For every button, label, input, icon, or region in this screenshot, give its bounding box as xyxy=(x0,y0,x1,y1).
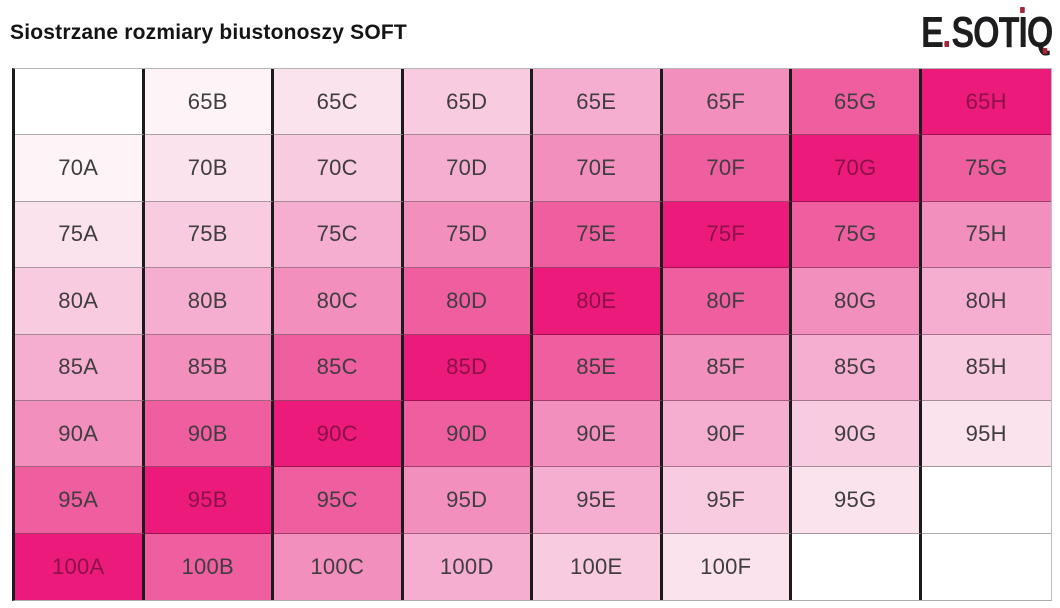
cell-100E: 100E xyxy=(533,533,663,600)
size-table: 65B 65C 65D 65E 65F 65G 65H 70A 70B 70C 70D 70E 70F 7… xyxy=(12,68,1052,601)
cell-empty xyxy=(15,69,145,136)
cell-85H: 85H xyxy=(921,334,1051,401)
cell-90C: 90C xyxy=(274,400,404,468)
cell-80C: 80C xyxy=(274,268,404,335)
cell-100C: 100C xyxy=(274,533,404,600)
cell-65B: 65B xyxy=(144,69,274,136)
cell-100A: 100A xyxy=(15,533,145,600)
cell-empty xyxy=(921,533,1051,600)
cell-75G: 75G xyxy=(792,201,922,269)
logo-letter-e: E xyxy=(920,8,944,57)
cell-80D: 80D xyxy=(403,268,533,335)
cell-65E: 65E xyxy=(533,69,663,136)
logo-letter-q: Q xyxy=(1026,8,1053,57)
cell-75C: 75C xyxy=(274,201,404,269)
cell-70C: 70C xyxy=(274,135,404,202)
logo-letter-i-text: I xyxy=(1018,8,1028,57)
cell-70F: 70F xyxy=(662,135,792,202)
cell-65G: 65G xyxy=(792,69,922,136)
cell-70B: 70B xyxy=(144,135,274,202)
cell-95G: 95G xyxy=(792,467,922,534)
cell-70D: 70D xyxy=(403,135,533,202)
cell-empty xyxy=(921,467,1051,534)
cell-95E: 95E xyxy=(533,467,663,534)
cell-75B: 75B xyxy=(144,201,274,269)
cell-85D: 85D xyxy=(403,334,533,401)
cell-90G: 90G xyxy=(792,400,922,468)
cell-70G: 70G xyxy=(792,135,922,202)
cell-75H: 75H xyxy=(921,201,1051,269)
cell-70A: 70A xyxy=(15,135,145,202)
cell-85A: 85A xyxy=(15,334,145,401)
cell-90F: 90F xyxy=(662,400,792,468)
cell-85F: 85F xyxy=(662,334,792,401)
cell-80E: 80E xyxy=(533,268,663,335)
cell-80F: 80F xyxy=(662,268,792,335)
cell-90E: 90E xyxy=(533,400,663,468)
logo-letter-q-text: Q xyxy=(1026,8,1053,57)
cell-90A: 90A xyxy=(15,400,145,468)
cell-100F: 100F xyxy=(662,533,792,600)
cell-75A: 75A xyxy=(15,201,145,269)
cell-75F: 75F xyxy=(662,201,792,269)
cell-75E: 75E xyxy=(533,201,663,269)
cell-65D: 65D xyxy=(403,69,533,136)
logo-letter-i: I xyxy=(1018,7,1028,57)
cell-empty xyxy=(792,533,922,600)
cell-85B: 85B xyxy=(144,334,274,401)
cell-95A: 95A xyxy=(15,467,145,534)
cell-95B: 95B xyxy=(144,467,274,534)
cell-95C: 95C xyxy=(274,467,404,534)
cell-75D: 75D xyxy=(403,201,533,269)
cell-75G: 75G xyxy=(921,135,1051,202)
cell-80H: 80H xyxy=(921,268,1051,335)
cell-95F: 95F xyxy=(662,467,792,534)
cell-100D: 100D xyxy=(403,533,533,600)
cell-80G: 80G xyxy=(792,268,922,335)
cell-90D: 90D xyxy=(403,400,533,468)
cell-80B: 80B xyxy=(144,268,274,335)
logo-dot-below-q-icon xyxy=(1042,48,1048,54)
cell-85E: 85E xyxy=(533,334,663,401)
logo-dot-above-i-icon xyxy=(1019,7,1025,13)
cell-80A: 80A xyxy=(15,268,145,335)
cell-85G: 85G xyxy=(792,334,922,401)
cell-85C: 85C xyxy=(274,334,404,401)
esotiq-logo: E SOTI Q xyxy=(920,7,1053,57)
cell-65C: 65C xyxy=(274,69,404,136)
cell-90B: 90B xyxy=(144,400,274,468)
cell-95H: 95H xyxy=(921,400,1051,468)
cell-95D: 95D xyxy=(403,467,533,534)
logo-dot-after-e-icon xyxy=(944,41,949,47)
page-title: Siostrzane rozmiary biustonoszy SOFT xyxy=(10,21,407,44)
cell-65F: 65F xyxy=(662,69,792,136)
cell-70E: 70E xyxy=(533,135,663,202)
cell-100B: 100B xyxy=(144,533,274,600)
logo-letters-sot: SOT xyxy=(951,8,1019,57)
cell-65H: 65H xyxy=(921,69,1051,136)
